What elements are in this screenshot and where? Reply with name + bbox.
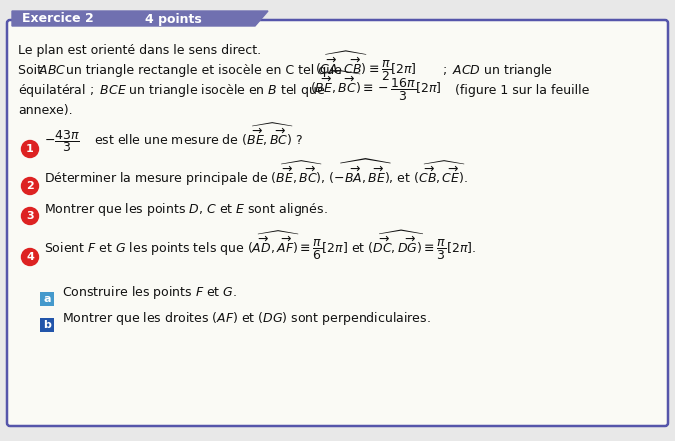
Circle shape xyxy=(22,248,38,265)
Text: un triangle rectangle et isocèle en C tel que: un triangle rectangle et isocèle en C te… xyxy=(62,64,346,77)
Text: 3: 3 xyxy=(26,211,34,221)
FancyBboxPatch shape xyxy=(7,20,668,426)
Polygon shape xyxy=(12,11,268,26)
Text: $; \ \mathit{ACD}$ un triangle: $; \ \mathit{ACD}$ un triangle xyxy=(442,62,553,79)
Text: Le plan est orienté dans le sens direct.: Le plan est orienté dans le sens direct. xyxy=(18,44,261,57)
Circle shape xyxy=(22,177,38,194)
Text: (figure 1 sur la feuille: (figure 1 sur la feuille xyxy=(455,84,589,97)
Text: annexe).: annexe). xyxy=(18,104,73,117)
Text: Montrer que les droites $(\mathit{AF})$ et $(\mathit{DG})$ sont perpendiculaires: Montrer que les droites $(\mathit{AF})$ … xyxy=(62,310,431,327)
Text: a: a xyxy=(43,294,51,304)
Text: équilatéral$\ ; \ \mathit{BCE}$ un triangle isocèle en $\mathit{B}$ tel que: équilatéral$\ ; \ \mathit{BCE}$ un trian… xyxy=(18,82,325,99)
Text: est elle une mesure de $(\widehat{\overrightarrow{BE},\overrightarrow{BC}})$ ?: est elle une mesure de $(\widehat{\overr… xyxy=(94,121,303,148)
Text: $(\widehat{\overrightarrow{BE},\overrightarrow{BC}}) \equiv -\dfrac{16\pi}{3}[2\: $(\widehat{\overrightarrow{BE},\overrigh… xyxy=(310,70,442,103)
Text: $(\widehat{\overrightarrow{CA},\overrightarrow{CB}}) \equiv \dfrac{\pi}{2}[2\pi]: $(\widehat{\overrightarrow{CA},\overrigh… xyxy=(315,50,416,83)
Circle shape xyxy=(22,208,38,224)
FancyBboxPatch shape xyxy=(40,292,54,306)
Text: 2: 2 xyxy=(26,181,34,191)
FancyBboxPatch shape xyxy=(40,318,54,332)
Text: 4: 4 xyxy=(26,252,34,262)
Text: Soient $\mathit{F}$ et $\mathit{G}$ les points tels que $(\widehat{\overrightarr: Soient $\mathit{F}$ et $\mathit{G}$ les … xyxy=(44,229,477,262)
Text: Déterminer la mesure principale de $(\widehat{\overrightarrow{BE},\overrightarro: Déterminer la mesure principale de $(\wi… xyxy=(44,158,468,188)
Text: Soit: Soit xyxy=(18,64,46,77)
Text: Construire les points $\mathit{F}$ et $\mathit{G}$.: Construire les points $\mathit{F}$ et $\… xyxy=(62,284,237,301)
Text: $\mathit{ABC}$: $\mathit{ABC}$ xyxy=(38,64,66,77)
Text: Exercice 2: Exercice 2 xyxy=(22,12,94,26)
Text: 4 points: 4 points xyxy=(145,12,202,26)
Text: b: b xyxy=(43,320,51,330)
Text: Montrer que les points $\mathit{D}$, $\mathit{C}$ et $\mathit{E}$ sont alignés.: Montrer que les points $\mathit{D}$, $\m… xyxy=(44,201,327,218)
Circle shape xyxy=(22,141,38,157)
Text: $-\dfrac{43\pi}{3}$: $-\dfrac{43\pi}{3}$ xyxy=(44,128,80,154)
Text: 1: 1 xyxy=(26,144,34,154)
